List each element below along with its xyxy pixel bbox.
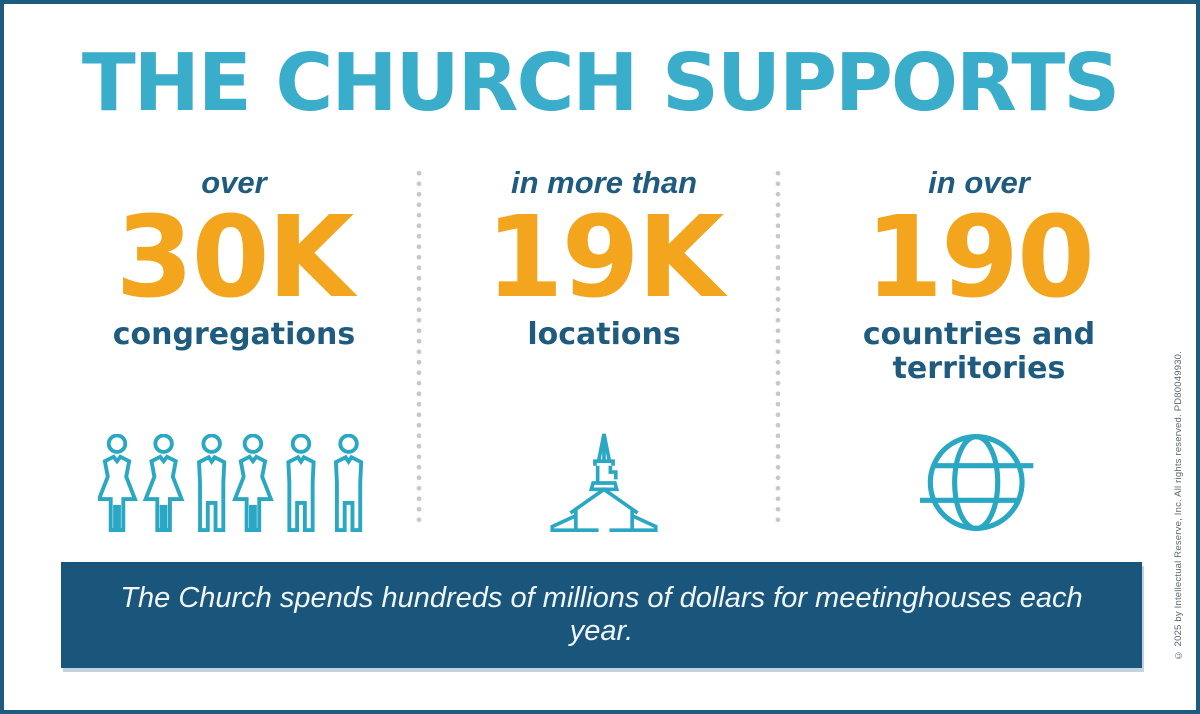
footnote-banner: The Church spends hundreds of millions o… <box>61 562 1142 668</box>
stat-value: 19K <box>485 193 725 324</box>
stat-qualifier: over <box>201 165 267 200</box>
copyright-text: © 2025 by Intellectual Reserve, Inc. All… <box>1173 350 1184 660</box>
meetinghouse-icon <box>545 432 663 534</box>
people-group-icon <box>98 434 370 534</box>
dotted-divider <box>416 168 422 524</box>
stat-column-locations: in more than 19K locations <box>444 165 764 534</box>
stat-caption: congregations <box>112 316 356 352</box>
stat-value: 190 <box>865 193 1095 324</box>
globe-icon <box>920 431 1038 534</box>
stat-column-congregations: over 30K congregations <box>64 165 404 534</box>
stat-column-countries: in over 190 countries and territories <box>814 165 1144 534</box>
stat-caption: countries and territories <box>862 316 1096 387</box>
stat-qualifier: in more than <box>510 165 697 200</box>
stat-qualifier: in over <box>928 165 1030 200</box>
dotted-divider <box>775 168 781 524</box>
stat-caption: locations <box>527 316 681 352</box>
stat-value: 30K <box>115 193 355 324</box>
footnote-text: The Church spends hundreds of millions o… <box>120 582 1083 647</box>
page-title: THE CHURCH SUPPORTS <box>81 37 1120 129</box>
